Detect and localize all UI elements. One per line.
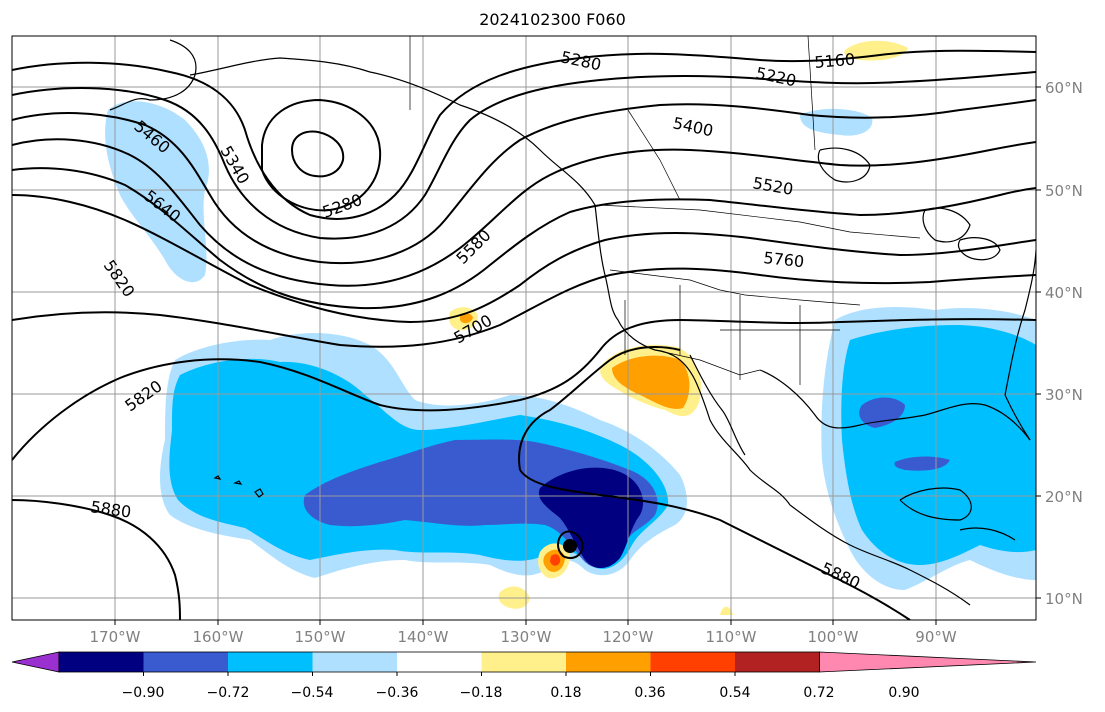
colorbar-segment (228, 652, 313, 672)
lon-label: 120°W (603, 628, 654, 646)
lat-label: 40°N (1045, 284, 1083, 302)
anomaly-shade-pos-hudson (844, 40, 908, 61)
anomaly-shade-pos-south2 (720, 606, 733, 615)
colorbar-tick-labels: −0.90 −0.72 −0.54 −0.36 −0.18 0.18 0.36 … (122, 685, 920, 701)
lon-label: 130°W (501, 628, 552, 646)
colorbar-segment (397, 652, 482, 672)
tropical-cyclone-center-icon (563, 539, 577, 553)
lat-label: 20°N (1045, 488, 1083, 506)
anomaly-shade-neg-gulf-mexico-mid (841, 325, 1036, 565)
colorbar-tick-label: 0.72 (803, 685, 834, 701)
map-frame (11, 35, 1037, 621)
colorbar-extend-min (11, 651, 60, 673)
lon-label: 160°W (193, 628, 244, 646)
lon-label: 150°W (295, 628, 346, 646)
coastlines (109, 39, 1036, 606)
contour-label: 5160 (814, 50, 856, 72)
anomaly-shade-pos-offshore-mid (460, 313, 473, 324)
anomaly-shade-pos-california-mid (612, 355, 690, 409)
colorbar-segment (735, 652, 820, 672)
lat-label: 60°N (1045, 79, 1083, 97)
lat-label: 30°N (1045, 386, 1083, 404)
colorbar-tick-label: −0.36 (376, 685, 419, 701)
colorbar-extend-max (819, 651, 1037, 673)
colorbar-segment (481, 652, 567, 672)
colorbar-tick-label: −0.72 (207, 685, 250, 701)
colorbar (11, 651, 1037, 676)
anomaly-shade-pos-tc-strong (550, 554, 561, 566)
lon-label: 110°W (706, 628, 757, 646)
lat-label: 50°N (1045, 182, 1083, 200)
map-content: 5280 5220 5160 5460 5340 5400 5280 5520 … (12, 36, 1036, 620)
colorbar-segment (650, 652, 736, 672)
colorbar-tick-label: 0.36 (634, 685, 665, 701)
colorbar-tick-label: 0.18 (550, 685, 581, 701)
colorbar-tick-label: −0.54 (291, 685, 334, 701)
height-contours (12, 49, 1036, 620)
colorbar-segment (566, 652, 651, 672)
colorbar-tick-label: −0.90 (122, 685, 165, 701)
colorbar-segment (143, 652, 229, 672)
lat-ticks (1036, 86, 1041, 599)
lon-label: 100°W (808, 628, 859, 646)
lon-labels: 170°W 160°W 150°W 140°W 130°W 120°W 110°… (90, 628, 957, 646)
colorbar-outline (58, 651, 820, 673)
lon-ticks (114, 620, 937, 625)
colorbar-tick-label: 0.90 (888, 685, 919, 701)
anomaly-shade-neg-gulf-mexico-strong (859, 397, 905, 428)
colorbar-tick-label: 0.54 (719, 685, 750, 701)
anomaly-shade-neg-pacific-max (538, 467, 644, 569)
lon-label: 140°W (398, 628, 449, 646)
lat-labels: 60°N 50°N 40°N 30°N 20°N 10°N (1045, 79, 1083, 608)
graticule (12, 36, 1036, 620)
colorbar-tick-label: −0.18 (460, 685, 503, 701)
map-title: 2024102300 F060 (479, 10, 626, 29)
colorbar-segment (59, 652, 144, 672)
anomaly-shade-neg-gulf (105, 101, 209, 283)
contour-label: 5760 (763, 248, 805, 271)
lon-label: 90°W (915, 628, 957, 646)
colorbar-segment (312, 652, 398, 672)
lon-label: 170°W (90, 628, 141, 646)
anomaly-shade-neg-pacific-strong (303, 439, 658, 568)
lat-label: 10°N (1045, 590, 1083, 608)
